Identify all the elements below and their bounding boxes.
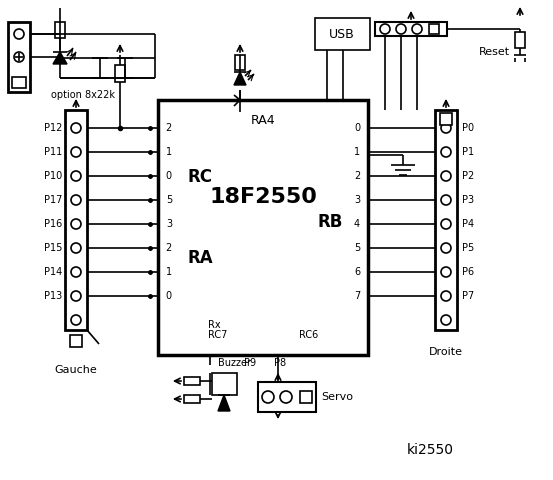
Bar [65, 110, 87, 330]
Text: 0: 0 [354, 123, 360, 133]
Text: P3: P3 [462, 195, 474, 205]
Bar [184, 377, 200, 385]
Text: 5: 5 [354, 243, 360, 253]
Text: RA: RA [187, 249, 213, 267]
Bar [235, 55, 245, 70]
Text: RC6: RC6 [299, 330, 318, 340]
Circle shape [280, 391, 292, 403]
Text: 1: 1 [354, 147, 360, 157]
Text: P0: P0 [462, 123, 474, 133]
Bar [300, 391, 312, 403]
Circle shape [71, 291, 81, 301]
Text: 3: 3 [166, 219, 172, 229]
Text: 7: 7 [354, 291, 360, 301]
Bar [315, 18, 370, 50]
Text: P13: P13 [44, 291, 62, 301]
Circle shape [441, 123, 451, 133]
Circle shape [441, 147, 451, 157]
Text: 0: 0 [166, 171, 172, 181]
Text: Reset: Reset [479, 47, 510, 57]
Polygon shape [234, 72, 246, 85]
Circle shape [396, 24, 406, 34]
Circle shape [71, 267, 81, 277]
Circle shape [14, 29, 24, 39]
Circle shape [441, 243, 451, 253]
Text: P11: P11 [44, 147, 62, 157]
Bar [429, 24, 439, 34]
Text: RC: RC [187, 168, 212, 185]
Text: P2: P2 [462, 171, 474, 181]
Text: P12: P12 [44, 123, 62, 133]
Text: 0: 0 [166, 291, 172, 301]
Text: P4: P4 [462, 219, 474, 229]
Circle shape [71, 147, 81, 157]
Bar [184, 395, 200, 403]
Text: 1: 1 [166, 147, 172, 157]
Bar [12, 77, 26, 88]
Circle shape [380, 24, 390, 34]
Bar [375, 22, 447, 36]
Text: USB: USB [329, 27, 355, 40]
Text: P17: P17 [44, 195, 62, 205]
Bar [515, 32, 525, 48]
Circle shape [441, 195, 451, 205]
Circle shape [441, 219, 451, 229]
Bar [115, 65, 125, 82]
Text: 5: 5 [166, 195, 172, 205]
Text: P1: P1 [462, 147, 474, 157]
Text: P9: P9 [244, 358, 256, 368]
Polygon shape [53, 52, 67, 64]
Text: P5: P5 [462, 243, 474, 253]
Text: 2: 2 [354, 171, 360, 181]
Text: 1: 1 [166, 267, 172, 277]
Bar [158, 100, 368, 355]
Bar [55, 22, 65, 38]
Circle shape [441, 291, 451, 301]
Text: P10: P10 [44, 171, 62, 181]
Bar [70, 335, 82, 347]
Text: P7: P7 [462, 291, 474, 301]
Polygon shape [218, 395, 230, 411]
Text: 6: 6 [354, 267, 360, 277]
Text: 2: 2 [166, 123, 172, 133]
Circle shape [71, 315, 81, 325]
Bar [212, 373, 237, 395]
Text: P15: P15 [44, 243, 62, 253]
Text: Buzzer: Buzzer [218, 358, 251, 368]
Text: P8: P8 [274, 358, 286, 368]
Circle shape [441, 315, 451, 325]
Circle shape [71, 219, 81, 229]
Text: option 8x22k: option 8x22k [51, 90, 115, 100]
Circle shape [71, 195, 81, 205]
Text: P14: P14 [44, 267, 62, 277]
Text: RA4: RA4 [251, 113, 275, 127]
Text: Gauche: Gauche [55, 365, 97, 375]
Bar [258, 382, 316, 412]
Text: Rx: Rx [208, 320, 221, 330]
Text: 4: 4 [354, 219, 360, 229]
Text: 3: 3 [354, 195, 360, 205]
Circle shape [14, 52, 24, 62]
Text: 18F2550: 18F2550 [209, 187, 317, 207]
Circle shape [441, 267, 451, 277]
Circle shape [71, 243, 81, 253]
Circle shape [441, 171, 451, 181]
Circle shape [71, 123, 81, 133]
Text: ki2550: ki2550 [406, 443, 453, 457]
Circle shape [262, 391, 274, 403]
Text: P16: P16 [44, 219, 62, 229]
Bar [8, 22, 30, 92]
Text: RC7: RC7 [208, 330, 227, 340]
Bar [440, 113, 452, 125]
Circle shape [412, 24, 422, 34]
Bar [435, 110, 457, 330]
Text: Droite: Droite [429, 347, 463, 357]
Text: P6: P6 [462, 267, 474, 277]
Text: 2: 2 [166, 243, 172, 253]
Text: Servo: Servo [321, 392, 353, 402]
Text: RB: RB [317, 214, 343, 231]
Circle shape [71, 171, 81, 181]
